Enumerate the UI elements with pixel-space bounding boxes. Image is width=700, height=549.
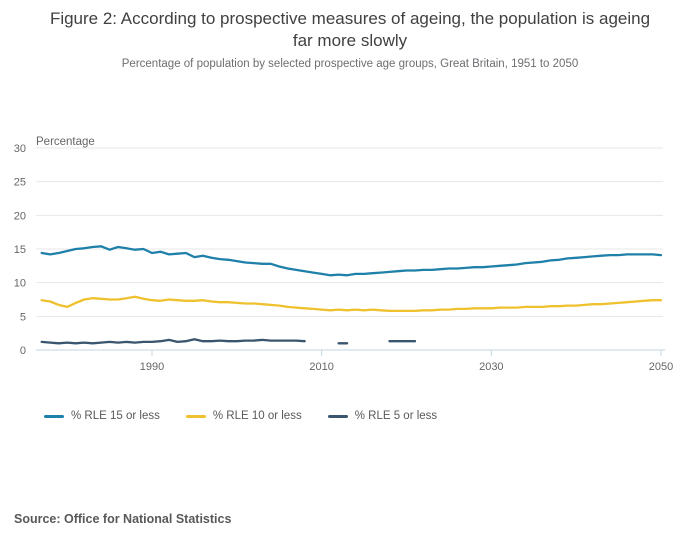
y-tick-label: 15 bbox=[14, 244, 26, 256]
legend-label-rle10: % RLE 10 or less bbox=[212, 410, 302, 422]
y-tick-label: 25 bbox=[14, 177, 26, 189]
legend-swatch-rle15 bbox=[44, 414, 64, 418]
legend-item-rle15[interactable]: % RLE 15 or less bbox=[44, 410, 160, 422]
series-line bbox=[40, 338, 306, 345]
series-line bbox=[40, 295, 663, 313]
x-tick-label: 2010 bbox=[309, 361, 333, 373]
y-tick-label: 10 bbox=[14, 278, 26, 290]
legend-label-rle5: % RLE 5 or less bbox=[354, 410, 438, 422]
legend: % RLE 15 or less % RLE 10 or less % RLE … bbox=[44, 406, 437, 426]
legend-label-rle15: % RLE 15 or less bbox=[71, 410, 160, 422]
legend-item-rle10[interactable]: % RLE 10 or less bbox=[185, 410, 302, 422]
series-line bbox=[40, 245, 663, 277]
x-tick-label: 1990 bbox=[140, 361, 164, 373]
x-tick-label: 2050 bbox=[649, 361, 673, 373]
y-tick-label: 5 bbox=[20, 311, 26, 323]
x-tick-label: 2030 bbox=[479, 361, 503, 373]
line-chart-canvas: Percentage 1990 2010 2030 2050 0 5 10 15 20 25 30 bbox=[14, 136, 673, 373]
legend-item-rle5[interactable]: % RLE 5 or less bbox=[327, 410, 438, 422]
series-lines bbox=[40, 245, 663, 345]
gridlines bbox=[36, 147, 663, 317]
x-axis: 1990 2010 2030 2050 bbox=[36, 349, 673, 373]
y-axis-labels: 0 5 10 15 20 25 30 bbox=[14, 143, 26, 357]
y-tick-label: 20 bbox=[14, 210, 26, 222]
y-tick-label: 0 bbox=[20, 345, 26, 357]
source-text: Source: Office for National Statistics bbox=[14, 512, 232, 526]
chart-subtitle: Percentage of population by selected pro… bbox=[121, 58, 579, 70]
legend-swatch-rle5 bbox=[327, 414, 348, 418]
chart-title: Figure 2: According to prospective measu… bbox=[49, 9, 651, 51]
y-axis-title: Percentage bbox=[36, 136, 95, 148]
legend-swatch-rle10 bbox=[185, 414, 206, 418]
y-tick-label: 30 bbox=[14, 143, 26, 155]
